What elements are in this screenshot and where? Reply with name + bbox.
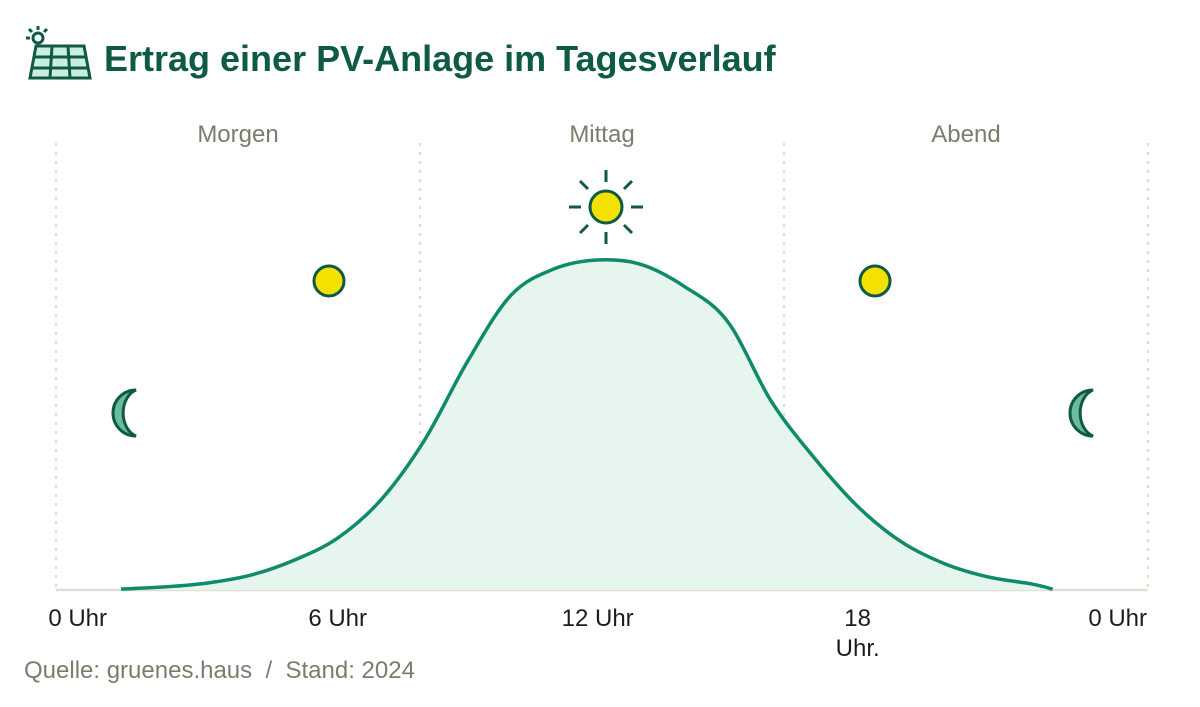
x-tick-label: 18 Uhr. — [835, 605, 880, 662]
source: Quelle: gruenes.haus / Stand: 2024 — [24, 657, 415, 684]
title-icon — [26, 26, 92, 80]
section-label: Abend — [931, 121, 1000, 148]
area-fill — [121, 259, 1053, 590]
chart-title: Ertrag einer PV-Anlage im Tagesverlauf — [104, 38, 776, 79]
moon-icon — [111, 388, 1094, 438]
section-label: Morgen — [197, 121, 278, 148]
x-tick-label: 0 Uhr — [48, 605, 107, 632]
x-tick-label: 6 Uhr — [308, 605, 367, 632]
yield-line — [120, 258, 1054, 591]
section-label: Mittag — [569, 121, 634, 148]
x-tick-label: 0 Uhr — [1088, 605, 1147, 632]
x-tick-label: 12 Uhr — [561, 605, 634, 632]
sun-icon — [312, 170, 892, 298]
